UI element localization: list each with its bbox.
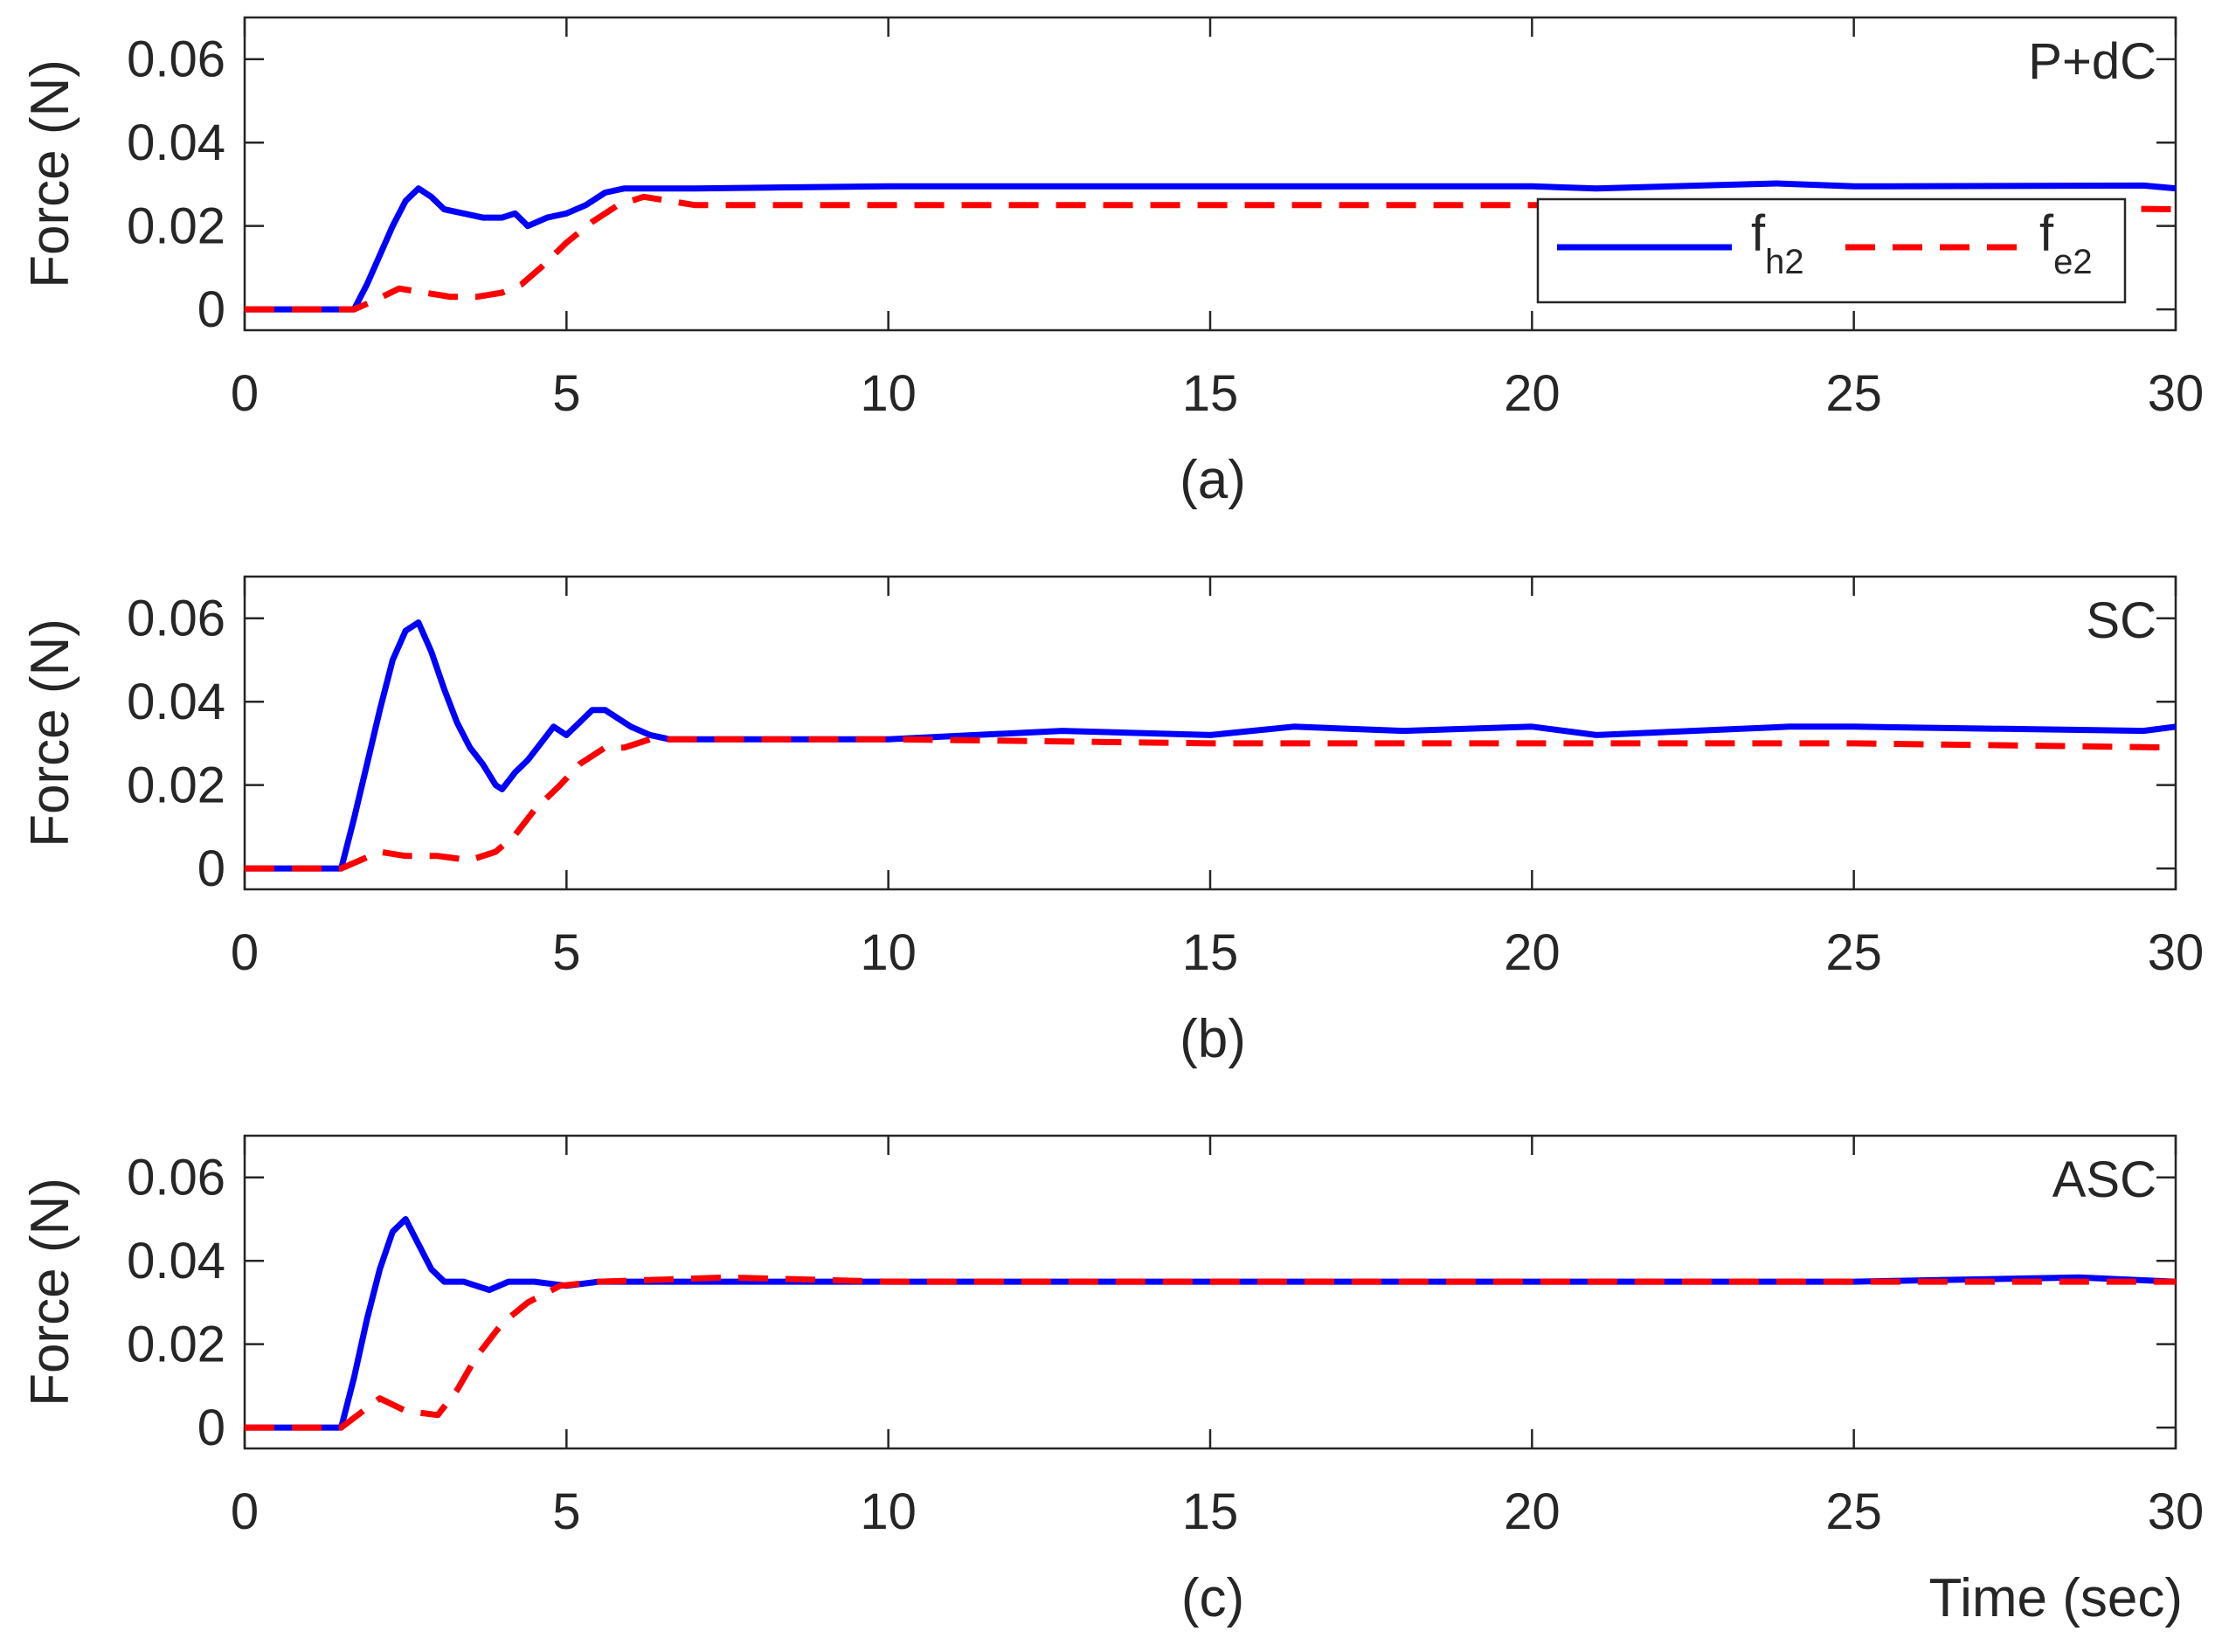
panel-caption: (a) (1180, 450, 1246, 510)
series-line-fe2 (245, 1274, 2176, 1431)
series-line-fh2 (245, 180, 2176, 313)
chart-panel-2: 0 5 10 15 20 25 30 0 0.02 0.04 0.06 Force (N) SC (b) (20, 575, 2205, 1069)
series-line-fe2 (245, 736, 2176, 872)
x-tick-label: 30 (2148, 365, 2205, 422)
y-tick-label: 0.06 (127, 1150, 225, 1206)
x-tick-label: 15 (1182, 924, 1239, 981)
x-tick-label: 15 (1182, 365, 1239, 422)
y-tick-label: 0 (197, 281, 225, 338)
panel-caption: (c) (1181, 1568, 1244, 1628)
y-tick-label: 0.04 (127, 114, 225, 171)
series-group (245, 180, 2176, 313)
x-tick-label: 5 (552, 924, 580, 981)
x-tick-label: 10 (860, 1483, 917, 1540)
y-tick-label: 0.06 (127, 31, 225, 88)
x-tick-label: 10 (860, 924, 917, 981)
panel-title: ASC (2052, 1151, 2156, 1208)
y-axis-label: Force (N) (20, 59, 80, 288)
series-group (245, 619, 2176, 872)
y-tick-label: 0.04 (127, 674, 225, 730)
y-tick-label: 0.02 (127, 1317, 225, 1373)
x-tick-label: 20 (1504, 1483, 1561, 1540)
chart-panel-1: 0 5 10 15 20 25 30 0 0.02 0.04 0.06 Force (N) P+dC (a… (20, 16, 2205, 510)
x-tick-label: 0 (231, 924, 259, 981)
x-tick-label: 5 (552, 365, 580, 422)
x-tick-label: 5 (552, 1483, 580, 1540)
y-tick-label: 0 (197, 840, 225, 897)
axes-box (243, 1134, 2177, 1450)
x-tick-label: 20 (1504, 365, 1561, 422)
x-tick-label: 0 (231, 365, 259, 422)
y-axis-label: Force (N) (20, 619, 80, 847)
series-line-fh2 (245, 619, 2176, 872)
y-tick-label: 0.06 (127, 591, 225, 647)
series-line-fe2 (245, 193, 2176, 313)
x-tick-label: 25 (1825, 1483, 1882, 1540)
x-tick-label: 30 (2148, 924, 2205, 981)
panel-title: P+dC (2028, 33, 2156, 90)
y-tick-label: 0.04 (127, 1233, 225, 1289)
series-group (245, 1216, 2176, 1431)
y-tick-label: 0.02 (127, 757, 225, 814)
y-tick-label: 0 (197, 1400, 225, 1456)
panels: 0 5 10 15 20 25 30 0 0.02 0.04 0.06 Force (N) P+dC (a… (20, 16, 2205, 1628)
x-tick-label: 15 (1182, 1483, 1239, 1540)
x-tick-label: 20 (1504, 924, 1561, 981)
x-tick-label: 30 (2148, 1483, 2205, 1540)
x-tick-label: 0 (231, 1483, 259, 1540)
x-tick-label: 25 (1825, 924, 1882, 981)
legend: fh2 fe2 (1536, 197, 2127, 304)
panel-caption: (b) (1180, 1009, 1246, 1069)
x-axis-label: Time (sec) (1929, 1568, 2183, 1628)
series-line-fh2 (245, 1216, 2176, 1431)
y-tick-label: 0.02 (127, 198, 225, 255)
panel-title: SC (2086, 592, 2156, 649)
y-axis-label: Force (N) (20, 1178, 80, 1407)
x-tick-label: 10 (860, 365, 917, 422)
chart-panel-3: 0 5 10 15 20 25 30 0 0.02 0.04 0.06 Force (N) ASC (c)… (20, 1134, 2205, 1628)
legend-label-fe2: fe2 (2039, 205, 2093, 281)
legend-label-fh2: fh2 (1751, 205, 1804, 281)
x-tick-label: 25 (1825, 365, 1882, 422)
legend-box (1536, 197, 2127, 304)
